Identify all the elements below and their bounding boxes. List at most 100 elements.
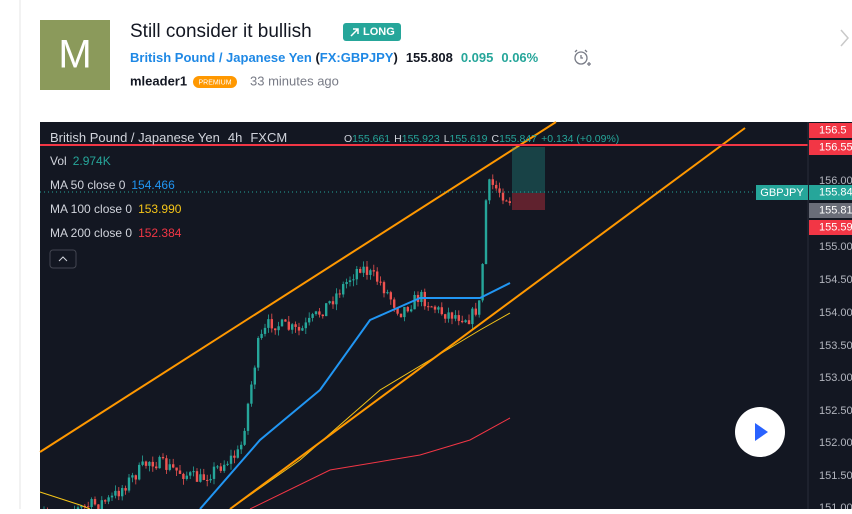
price-tick: 154.00	[819, 307, 852, 319]
candle	[318, 311, 321, 315]
price-flag	[809, 220, 852, 235]
candle	[243, 430, 246, 445]
candle	[447, 312, 450, 319]
candle	[107, 497, 110, 502]
ma-100-left	[39, 491, 91, 510]
arrow-icon	[350, 28, 359, 37]
candle	[134, 475, 137, 480]
candle	[338, 293, 341, 295]
candle	[471, 308, 474, 325]
candle	[450, 312, 454, 319]
candle	[165, 458, 168, 470]
candle	[461, 320, 464, 323]
collapse-button[interactable]	[49, 249, 77, 269]
alarm-icon[interactable]	[574, 49, 591, 66]
price-flag-text: 155.84	[819, 186, 852, 198]
candle	[209, 478, 212, 481]
candle	[420, 291, 423, 302]
ma-100	[229, 312, 511, 510]
candle	[348, 280, 352, 283]
price-flag-text: 156.55	[819, 141, 852, 153]
candle	[304, 322, 307, 329]
candle	[372, 270, 375, 272]
candle	[80, 505, 83, 508]
candle	[223, 464, 226, 471]
candle	[236, 449, 239, 458]
author-badge: PREMIUM	[198, 79, 231, 86]
target-zone	[512, 147, 545, 193]
candle	[263, 327, 267, 334]
premium-badge	[193, 76, 237, 88]
price-tick: 152.00	[819, 437, 852, 449]
candle	[155, 466, 158, 469]
candle	[444, 314, 447, 319]
candle	[104, 500, 107, 502]
candle	[212, 466, 216, 479]
legend-interval: 4h	[228, 130, 242, 145]
candle	[158, 456, 161, 469]
candle	[131, 475, 134, 478]
candle	[83, 505, 86, 507]
candle	[433, 306, 437, 310]
price-flag	[809, 185, 852, 200]
ohlc-label: H	[394, 133, 402, 145]
price-tick: 153.00	[819, 372, 852, 384]
candle	[430, 306, 433, 308]
candle	[505, 200, 508, 202]
candle	[219, 466, 222, 471]
ohlc-change: +0.134 (+0.09%)	[541, 133, 619, 145]
candle	[396, 307, 399, 314]
candle	[376, 271, 379, 282]
candle	[410, 309, 413, 312]
symbol-name[interactable]: British Pound / Japanese Yen	[130, 50, 312, 65]
candle	[478, 300, 481, 315]
symbol-line: British Pound / Japanese Yen (FX:GBPJPY)…	[130, 50, 539, 65]
candle	[413, 294, 416, 310]
symbol-flag	[756, 185, 808, 200]
candle	[233, 455, 236, 458]
candle	[202, 474, 205, 480]
collapse-icon	[58, 256, 68, 262]
price-tick: 154.50	[819, 274, 852, 286]
candle	[93, 499, 97, 505]
price-tick: 151.00	[819, 502, 852, 509]
paren: (	[312, 50, 321, 65]
candle	[352, 279, 355, 281]
direction-badge	[343, 23, 401, 41]
author[interactable]: mleader1	[130, 73, 187, 88]
candle	[440, 307, 443, 315]
indicator-label: MA 50 close 0	[50, 178, 126, 192]
candle	[124, 488, 127, 491]
candle	[185, 475, 188, 479]
candle	[294, 324, 297, 327]
published: 33 minutes ago	[250, 73, 339, 88]
next-chevron[interactable]	[840, 29, 849, 47]
candle	[138, 464, 141, 480]
price-flag-text: 155.81	[819, 204, 852, 216]
candle	[189, 472, 192, 476]
ohlc-value: 155.847	[499, 133, 537, 145]
indicator-label: Vol	[50, 154, 67, 168]
candle	[168, 464, 171, 470]
stop-zone	[512, 193, 545, 210]
candle	[331, 301, 335, 305]
ohlc-label: O	[344, 133, 352, 145]
price-tick: 153.50	[819, 340, 852, 352]
candle	[389, 292, 392, 300]
candle	[495, 184, 498, 189]
candle	[481, 264, 484, 301]
symbol-code[interactable]: FX:GBPJPY	[320, 50, 394, 65]
candle	[423, 291, 426, 307]
idea-title[interactable]: Still consider it bullish	[130, 21, 312, 42]
candle	[321, 314, 324, 317]
candle	[206, 479, 209, 481]
price-tick: 152.50	[819, 405, 852, 417]
avatar[interactable]	[40, 20, 110, 90]
ma-50	[199, 282, 511, 510]
candle	[260, 333, 263, 338]
candle	[498, 188, 501, 193]
candle	[287, 321, 290, 330]
chart-legend: British Pound / Japanese Yen 4h FXCM	[50, 130, 287, 145]
price-tick: 156.00	[819, 175, 852, 187]
candle	[437, 307, 440, 310]
